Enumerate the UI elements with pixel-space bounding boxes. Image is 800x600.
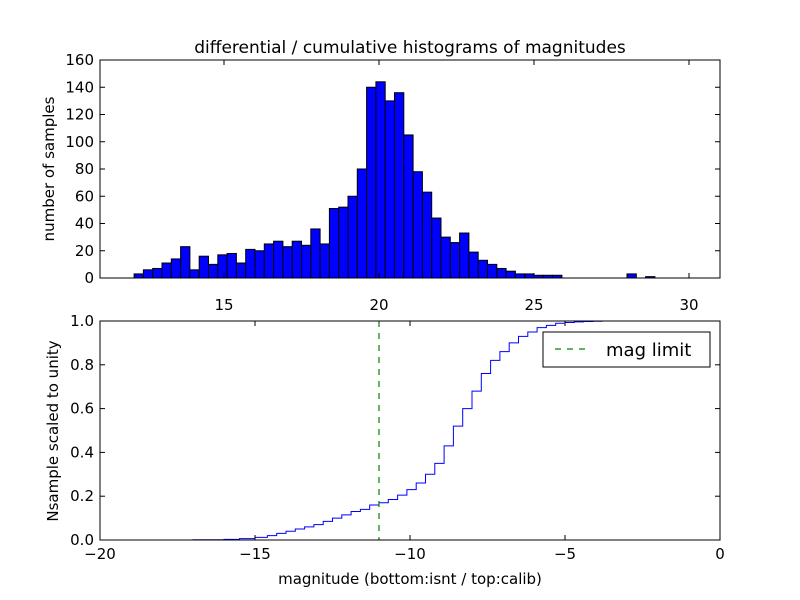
histogram-bar <box>282 246 293 279</box>
histogram-bar <box>328 208 340 279</box>
top-y-tick-label: 80 <box>75 160 94 178</box>
histogram-bar <box>347 195 358 279</box>
histogram-bar <box>263 243 275 279</box>
bottom-y-tick-label: 0.8 <box>70 356 94 374</box>
histogram-bar <box>449 242 461 279</box>
histogram-bar <box>208 263 219 279</box>
cumulative-step-line <box>100 320 721 541</box>
top-x-ticks: 15 20 25 30 <box>214 60 699 314</box>
histogram-bar <box>245 248 256 279</box>
bottom-y-tick-label: 0.2 <box>70 487 94 505</box>
bottom-x-ticks: −20 −15 −10 −5 0 <box>84 321 725 563</box>
histogram-bar <box>254 250 265 279</box>
histogram-bar <box>514 273 526 279</box>
top-y-tick-label: 20 <box>75 242 94 260</box>
top-y-axis-label: number of samples <box>40 96 58 241</box>
bottom-x-tick-label: −15 <box>239 545 271 563</box>
histogram-bar <box>226 252 237 279</box>
histogram-bar <box>170 258 182 279</box>
histogram-bar <box>366 86 377 279</box>
histogram-bar <box>505 270 516 279</box>
histogram-bar <box>384 100 396 279</box>
bottom-y-axis-label: Nsample scaled to unity <box>44 340 62 521</box>
histogram-bar <box>235 262 247 279</box>
histogram-bar <box>403 134 414 279</box>
bottom-x-axis-label: magnitude (bottom:isnt / top:calib) <box>278 570 542 588</box>
bottom-y-tick-label: 0.4 <box>70 443 94 461</box>
bottom-x-tick-label: −10 <box>394 545 426 563</box>
histogram-bar <box>301 244 312 279</box>
top-x-tick-label: 20 <box>369 296 388 314</box>
histogram-bar <box>217 254 228 279</box>
top-y-tick-label: 160 <box>65 51 94 69</box>
top-y-tick-label: 60 <box>75 187 94 205</box>
histogram-bar <box>180 246 191 279</box>
histogram-bar <box>319 243 330 279</box>
histogram-bar <box>273 240 284 279</box>
bottom-panel: −20 −15 −10 −5 0 0.0 0.2 0.4 0.6 0.8 1.0 magnitud… <box>44 312 725 588</box>
histogram-bar <box>152 267 163 279</box>
top-x-tick-label: 25 <box>524 296 543 314</box>
top-y-tick-label: 140 <box>65 78 94 96</box>
bottom-x-tick-label: −20 <box>84 545 116 563</box>
histogram-bar <box>291 240 303 279</box>
top-x-tick-label: 15 <box>214 296 233 314</box>
bottom-x-tick-label: 0 <box>715 545 725 563</box>
histogram-bar <box>412 171 423 279</box>
histogram-bar <box>487 263 498 279</box>
histogram-bar <box>189 269 200 279</box>
bottom-y-tick-label: 1.0 <box>70 312 94 330</box>
histogram-bar <box>468 251 479 279</box>
histogram-bar <box>431 217 442 279</box>
histogram-bar <box>133 273 144 279</box>
histogram-bar <box>440 236 451 279</box>
bottom-y-ticks: 0.0 0.2 0.4 0.6 0.8 1.0 <box>70 312 720 549</box>
bottom-y-tick-label: 0.0 <box>70 531 94 549</box>
top-panel: differential / cumulative histograms of … <box>40 38 721 314</box>
histogram-bar <box>310 228 321 279</box>
top-chart-title: differential / cumulative histograms of … <box>194 38 626 58</box>
histogram-bar <box>142 269 154 279</box>
histogram-bar <box>338 206 349 279</box>
histogram-bar <box>356 168 368 279</box>
top-y-tick-label: 120 <box>65 106 94 124</box>
bottom-y-tick-label: 0.6 <box>70 400 94 418</box>
bottom-x-tick-label: −5 <box>554 545 576 563</box>
histogram-bar <box>626 273 637 279</box>
top-x-tick-label: 30 <box>679 296 698 314</box>
legend-label: mag limit <box>606 340 691 361</box>
histogram-bar <box>198 255 209 279</box>
top-y-tick-label: 0 <box>84 269 94 287</box>
histogram-bar <box>421 191 433 279</box>
histogram-bar <box>161 262 172 279</box>
histogram-bar <box>496 267 507 279</box>
top-y-tick-label: 40 <box>75 215 94 233</box>
top-y-tick-label: 100 <box>65 133 94 151</box>
histogram-bar <box>459 232 470 279</box>
legend: mag limit <box>542 331 711 368</box>
histogram-bar <box>394 92 405 279</box>
top-y-ticks: 0 20 40 60 80 100 120 140 160 <box>65 51 720 287</box>
histogram-bar <box>375 81 386 279</box>
histogram-bar <box>524 273 535 279</box>
histogram-bar <box>477 259 489 279</box>
